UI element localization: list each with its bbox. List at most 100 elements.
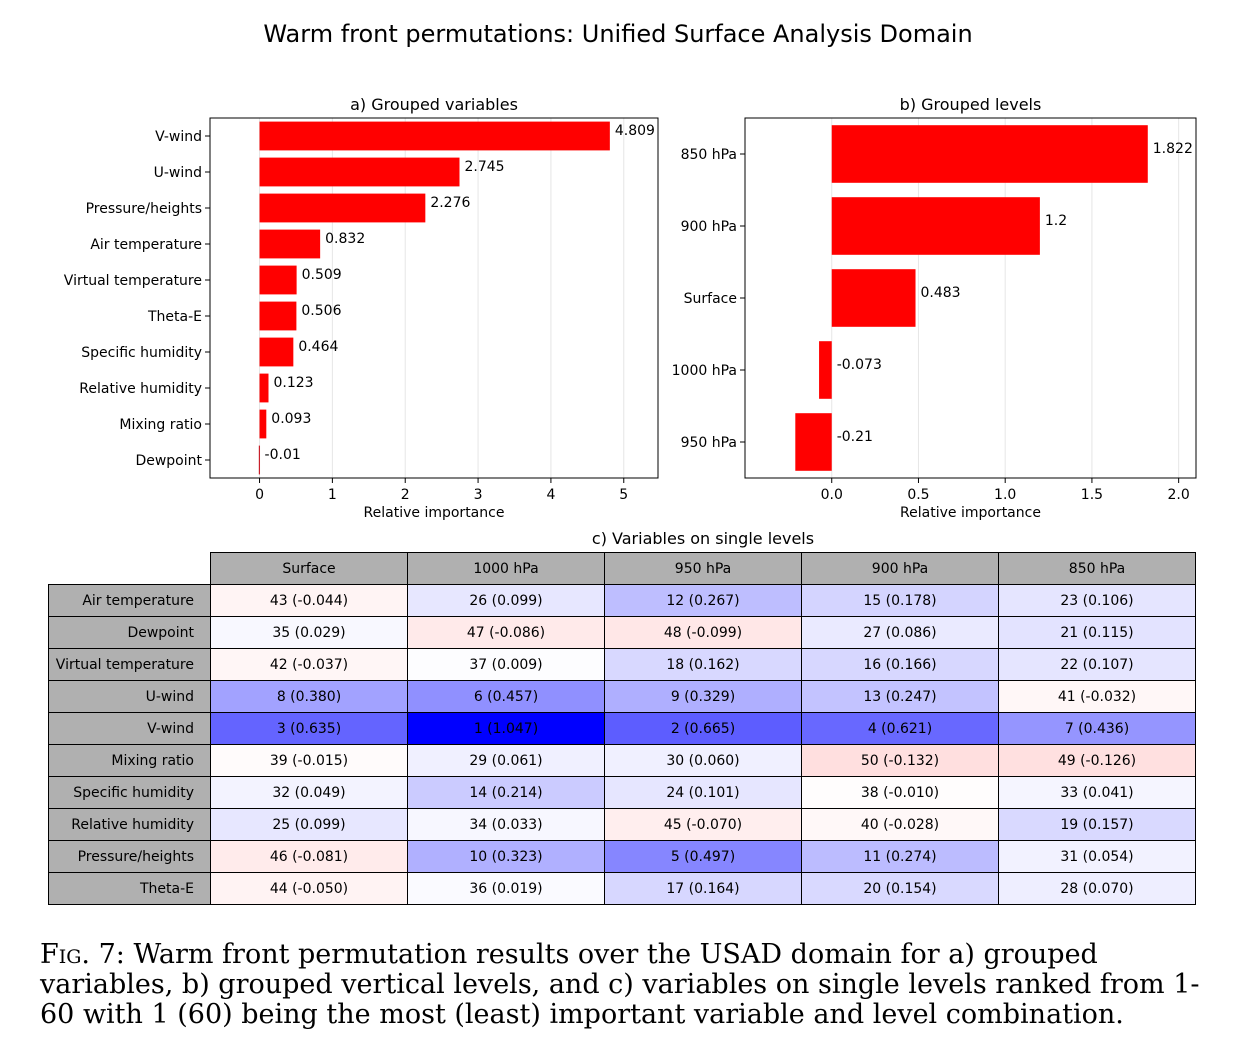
data-label: 2.745: [464, 159, 504, 175]
row-header: Relative humidity: [48, 808, 211, 841]
y-tick-label: Air temperature: [90, 237, 202, 253]
data-label: 0.506: [301, 303, 341, 319]
column-header: 1000 hPa: [407, 552, 605, 585]
table-cell: 44 (-0.050): [210, 872, 408, 905]
table-cell: 3 (0.635): [210, 712, 408, 745]
variables-single-levels-table: Surface 1000 hPa 950 hPa 900 hPa 850 hPa…: [48, 552, 1196, 905]
y-tick-label: 850 hPa: [681, 147, 737, 163]
data-label: 0.483: [921, 285, 961, 301]
x-tick-label: 3: [474, 487, 483, 503]
table-cell: 33 (0.041): [998, 776, 1196, 809]
table-cell: 50 (-0.132): [801, 744, 999, 777]
data-label: 0.093: [271, 411, 311, 427]
table-cell: 19 (0.157): [998, 808, 1196, 841]
column-header: 950 hPa: [604, 552, 802, 585]
data-label: 0.509: [302, 267, 342, 283]
data-label: 1.822: [1153, 141, 1193, 157]
table-cell: 48 (-0.099): [604, 616, 802, 649]
y-tick-label: Relative humidity: [79, 381, 202, 397]
table-row: Relative humidity 25 (0.099) 34 (0.033) 45 …: [48, 808, 1196, 841]
table-cell: 14 (0.214): [407, 776, 605, 809]
y-tick-label: 900 hPa: [681, 219, 737, 235]
column-header: 900 hPa: [801, 552, 999, 585]
table-cell: 4 (0.621): [801, 712, 999, 745]
chart-title: a) Grouped variables: [350, 95, 518, 114]
row-header: Virtual temperature: [48, 648, 211, 681]
table-cell: 30 (0.060): [604, 744, 802, 777]
data-label: 0.123: [273, 375, 313, 391]
y-tick-label: V-wind: [155, 129, 202, 145]
bar-specific-humidity: [259, 337, 294, 367]
bar-surface: [831, 269, 916, 327]
table-cell: 12 (0.267): [604, 584, 802, 617]
table-cell: 46 (-0.081): [210, 840, 408, 873]
table-cell: 45 (-0.070): [604, 808, 802, 841]
table-cell: 28 (0.070): [998, 872, 1196, 905]
table-cell: 18 (0.162): [604, 648, 802, 681]
table-cell: 42 (-0.037): [210, 648, 408, 681]
main-title: Warm front permutations: Unified Surface…: [263, 20, 973, 48]
x-tick-label: 1: [328, 487, 337, 503]
table-row: Specific humidity 32 (0.049) 14 (0.214) 24 …: [48, 776, 1196, 809]
bar-theta-e: [259, 301, 297, 331]
chart-grouped-levels: 850 hPa 1.822 900 hPa 1.2 Surface 0.483 1000 h…: [672, 95, 1197, 521]
bar-900-hpa: [831, 197, 1040, 255]
column-header: 850 hPa: [998, 552, 1196, 585]
bar-850-hpa: [831, 125, 1148, 183]
bar-relative-humidity: [259, 373, 269, 403]
table-row: V-wind 3 (0.635) 1 (1.047) 2 (0.665) 4 (0.62…: [48, 712, 1196, 745]
table-cell: 37 (0.009): [407, 648, 605, 681]
data-label: 4.809: [615, 123, 655, 139]
table-title: c) Variables on single levels: [591, 529, 815, 548]
table-row: U-wind 8 (0.380) 6 (0.457) 9 (0.329) 13 (0.2…: [48, 680, 1196, 713]
table-cell: 16 (0.166): [801, 648, 999, 681]
row-header: Air temperature: [48, 584, 211, 617]
table-cell: 27 (0.086): [801, 616, 999, 649]
table-cell: 35 (0.029): [210, 616, 408, 649]
table-cell: 17 (0.164): [604, 872, 802, 905]
table-header-row: Surface 1000 hPa 950 hPa 900 hPa 850 hPa: [49, 552, 1196, 585]
table-row: Mixing ratio 39 (-0.015) 29 (0.061) 30 (0.0…: [48, 744, 1196, 777]
bar-virtual-temperature: [259, 265, 297, 295]
table-cell: 25 (0.099): [210, 808, 408, 841]
y-tick-label: 950 hPa: [681, 435, 737, 451]
row-header: V-wind: [48, 712, 211, 745]
column-header: Surface: [210, 552, 408, 585]
bar-1000-hpa: [819, 341, 832, 399]
caption-text: Warm front permutation results over the …: [40, 939, 1200, 1030]
table-cell: 22 (0.107): [998, 648, 1196, 681]
y-tick-label: Theta-E: [147, 309, 202, 325]
table-row: Pressure/heights 46 (-0.081) 10 (0.323) 5 (…: [48, 840, 1196, 873]
row-header: U-wind: [48, 680, 211, 713]
figure-label: Fig. 7:: [40, 939, 125, 970]
x-tick-label: 4: [546, 487, 555, 503]
x-axis-label: Relative importance: [900, 505, 1041, 521]
x-tick-label: 2: [401, 487, 410, 503]
data-label: 1.2: [1045, 213, 1067, 229]
bar-mixing-ratio: [259, 409, 267, 439]
table-cell: 41 (-0.032): [998, 680, 1196, 713]
table-cell: 7 (0.436): [998, 712, 1196, 745]
y-tick-label: Surface: [684, 291, 737, 307]
y-tick-label: Specific humidity: [81, 345, 202, 361]
table-cell: 43 (-0.044): [210, 584, 408, 617]
table-cell: 10 (0.323): [407, 840, 605, 873]
y-tick-label: Pressure/heights: [86, 201, 202, 217]
data-label: 0.832: [325, 231, 365, 247]
x-tick-label: 0: [255, 487, 264, 503]
table-cell: 32 (0.049): [210, 776, 408, 809]
plot-frame: [209, 117, 659, 479]
y-tick-label: Virtual temperature: [64, 273, 202, 289]
table-cell: 39 (-0.015): [210, 744, 408, 777]
x-tick-label: 1.0: [994, 487, 1016, 503]
x-axis-label: Relative importance: [364, 505, 505, 521]
bar-air-temperature: [259, 229, 321, 259]
data-label: -0.21: [837, 429, 873, 445]
table-cell: 5 (0.497): [604, 840, 802, 873]
y-tick-label: 1000 hPa: [672, 363, 737, 379]
table-cell: 26 (0.099): [407, 584, 605, 617]
x-tick-label: 5: [619, 487, 628, 503]
row-header: Specific humidity: [48, 776, 211, 809]
table-row: Dewpoint 35 (0.029) 47 (-0.086) 48 (-0.099)…: [48, 616, 1196, 649]
table-cell: 2 (0.665): [604, 712, 802, 745]
